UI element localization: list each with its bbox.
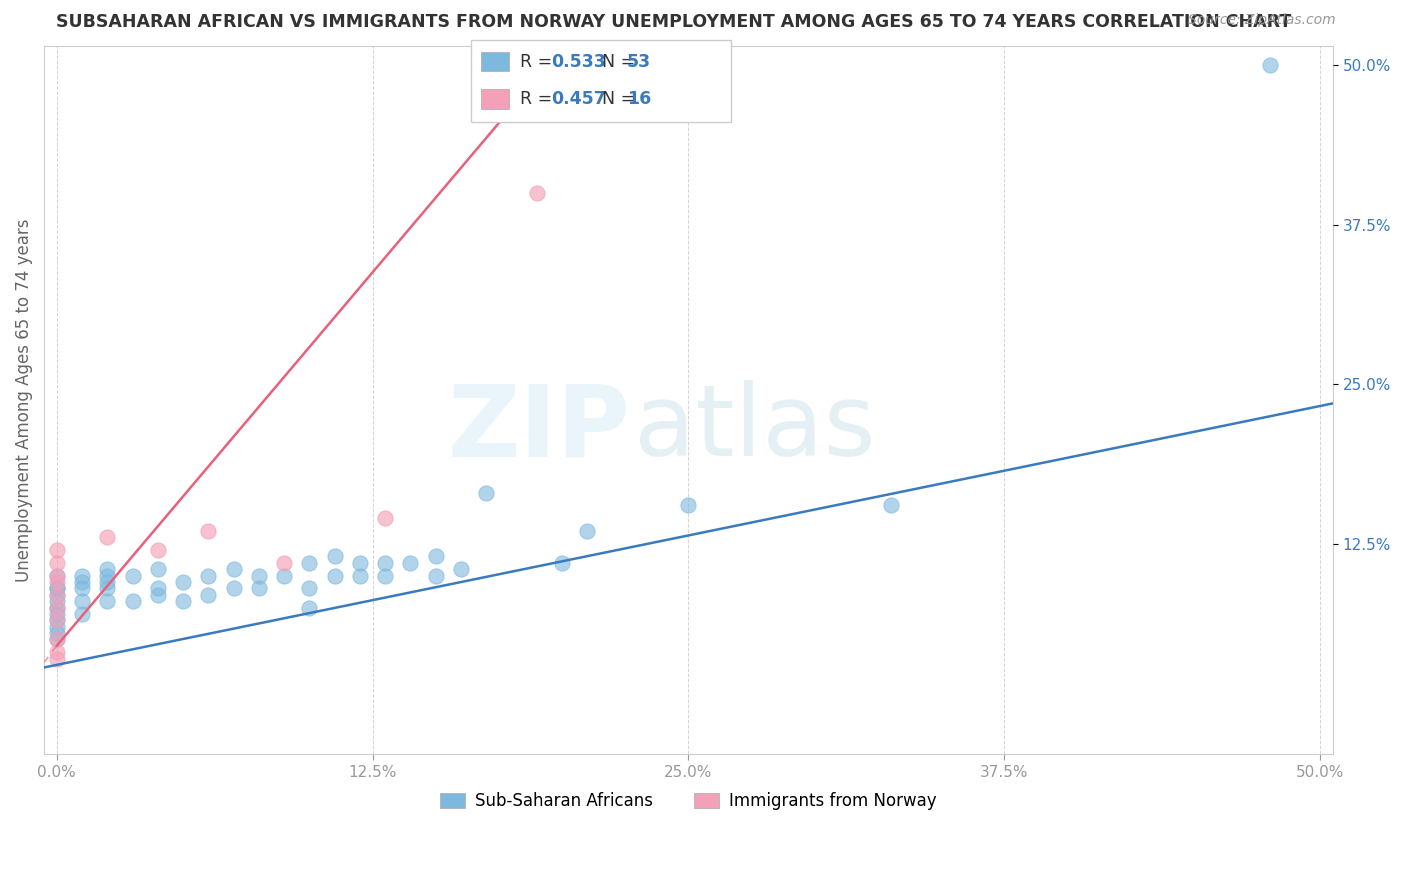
- Point: [45, 632, 67, 647]
- Point: [45, 600, 67, 615]
- Point: [96, 568, 118, 582]
- Point: [45, 600, 67, 615]
- Text: 53: 53: [627, 53, 651, 70]
- Point: [323, 549, 346, 564]
- Point: [172, 574, 194, 589]
- Point: [45, 632, 67, 647]
- Point: [96, 582, 118, 596]
- Point: [374, 568, 396, 582]
- Point: [197, 588, 219, 602]
- Point: [45, 651, 67, 665]
- Point: [96, 530, 118, 544]
- Point: [45, 645, 67, 659]
- Point: [298, 600, 321, 615]
- Point: [45, 613, 67, 627]
- Point: [96, 594, 118, 608]
- Text: Source: ZipAtlas.com: Source: ZipAtlas.com: [1188, 13, 1336, 28]
- Point: [197, 524, 219, 538]
- Point: [247, 568, 270, 582]
- Point: [146, 543, 169, 558]
- Text: atlas: atlas: [634, 380, 876, 477]
- Point: [70, 594, 93, 608]
- Point: [45, 620, 67, 634]
- Point: [45, 568, 67, 582]
- Point: [425, 568, 447, 582]
- Text: 0.457: 0.457: [551, 90, 606, 108]
- Text: SUBSAHARAN AFRICAN VS IMMIGRANTS FROM NORWAY UNEMPLOYMENT AMONG AGES 65 TO 74 YE: SUBSAHARAN AFRICAN VS IMMIGRANTS FROM NO…: [56, 13, 1292, 31]
- Point: [222, 582, 245, 596]
- Point: [45, 607, 67, 621]
- Point: [45, 543, 67, 558]
- Point: [450, 562, 472, 576]
- Point: [45, 574, 67, 589]
- Point: [273, 556, 295, 570]
- Y-axis label: Unemployment Among Ages 65 to 74 years: Unemployment Among Ages 65 to 74 years: [15, 219, 32, 582]
- Point: [45, 594, 67, 608]
- Point: [551, 556, 574, 570]
- Point: [146, 588, 169, 602]
- Point: [45, 568, 67, 582]
- Point: [298, 556, 321, 570]
- Point: [70, 607, 93, 621]
- Point: [399, 556, 422, 570]
- Point: [96, 574, 118, 589]
- Point: [45, 582, 67, 596]
- Point: [70, 582, 93, 596]
- Point: [323, 568, 346, 582]
- Point: [222, 562, 245, 576]
- Point: [374, 556, 396, 570]
- Point: [146, 562, 169, 576]
- Text: 16: 16: [627, 90, 651, 108]
- Text: N =: N =: [591, 53, 640, 70]
- Point: [70, 574, 93, 589]
- Point: [1258, 58, 1281, 72]
- Text: R =: R =: [520, 90, 558, 108]
- Legend: Sub-Saharan Africans, Immigrants from Norway: Sub-Saharan Africans, Immigrants from No…: [433, 785, 943, 817]
- Point: [172, 594, 194, 608]
- Point: [678, 499, 700, 513]
- Point: [121, 568, 143, 582]
- Point: [121, 594, 143, 608]
- Point: [475, 485, 498, 500]
- Point: [298, 582, 321, 596]
- Point: [526, 186, 548, 200]
- Point: [349, 556, 371, 570]
- Point: [70, 568, 93, 582]
- Point: [45, 588, 67, 602]
- Text: ZIP: ZIP: [447, 380, 630, 477]
- Point: [879, 499, 901, 513]
- Point: [374, 511, 396, 525]
- Point: [45, 626, 67, 640]
- Point: [45, 613, 67, 627]
- Point: [45, 582, 67, 596]
- Point: [273, 568, 295, 582]
- Point: [96, 562, 118, 576]
- Point: [576, 524, 599, 538]
- Point: [425, 549, 447, 564]
- Point: [146, 582, 169, 596]
- Text: 0.533: 0.533: [551, 53, 606, 70]
- Point: [45, 556, 67, 570]
- Text: R =: R =: [520, 53, 558, 70]
- Point: [197, 568, 219, 582]
- Point: [45, 588, 67, 602]
- Point: [247, 582, 270, 596]
- Text: N =: N =: [591, 90, 640, 108]
- Point: [349, 568, 371, 582]
